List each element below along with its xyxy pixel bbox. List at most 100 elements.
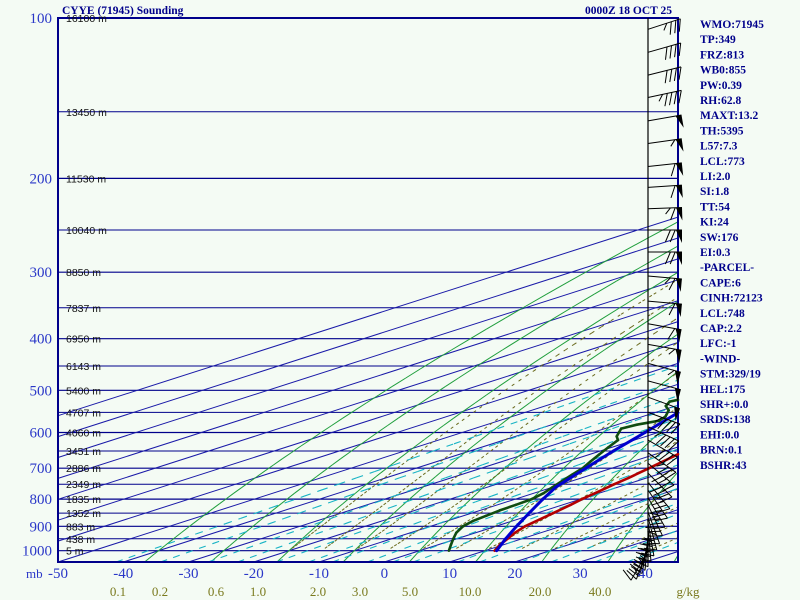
pressure-tick-label: 200 [30, 171, 53, 187]
dry-adiabat-line [464, 445, 474, 453]
dry-adiabat-line [669, 333, 679, 341]
moist-adiabat-line [637, 365, 645, 372]
dry-adiabat-line [641, 280, 664, 295]
barb-pennant [675, 349, 682, 364]
moist-adiabat-line [459, 498, 464, 503]
moist-adiabat-line [663, 320, 674, 328]
height-label: 1352 m [66, 508, 101, 520]
barb-pennant [675, 185, 683, 198]
trace-segment [560, 473, 574, 483]
parameter-item: FRZ:813 [700, 49, 744, 61]
dry-adiabat-line [348, 492, 356, 499]
moist-adiabat-line [442, 533, 448, 537]
dry-adiabat-line [164, 540, 171, 546]
mixing-ratio-line [620, 375, 649, 387]
parameter-item: TH:5395 [700, 125, 744, 137]
dry-adiabat-line [560, 464, 568, 472]
barb-full [641, 552, 655, 557]
moist-adiabat-line [536, 411, 543, 418]
plot-frame [57, 17, 679, 563]
moist-adiabat-line [543, 435, 550, 441]
barb-shaft [647, 42, 681, 53]
moist-adiabat-line [635, 523, 642, 527]
grid-layer [57, 17, 679, 563]
dry-adiabat-line [453, 410, 465, 419]
moist-adiabat-line [659, 380, 667, 387]
moist-adiabat-line [491, 394, 499, 400]
mixing-ratio-line [168, 538, 183, 545]
mixing-ratio-line [610, 394, 636, 405]
mixing-ratio-line [412, 507, 429, 514]
dry-adiabat-line [316, 470, 325, 478]
mixing-ratio-line [181, 533, 197, 540]
moist-adiabat-line [406, 483, 412, 488]
moist-adiabat-line [664, 525, 671, 530]
moist-adiabat-line [393, 543, 399, 547]
mixing-ratio-line [128, 552, 142, 559]
mixing-ratio-line [444, 528, 459, 535]
dry-adiabat-line [442, 464, 451, 472]
parameter-item: L57:7.3 [700, 141, 738, 153]
wind-barb [647, 482, 671, 513]
chart-title-bar: CYYE (71945) Sounding 0000Z 18 OCT 25 [62, 5, 672, 17]
moist-adiabat-line [617, 515, 624, 519]
moist-adiabat-line [599, 365, 608, 372]
moist-adiabat-line [664, 540, 670, 545]
moist-adiabat-line [384, 474, 390, 479]
dry-adiabat-line [573, 452, 581, 460]
moist-adiabat-line [385, 525, 390, 530]
dry-adiabat-line [420, 545, 425, 551]
moist-adiabat-line [620, 545, 627, 549]
barb-full [678, 18, 681, 32]
mixing-ratio-line [141, 547, 156, 554]
moist-adiabat-line [585, 435, 592, 441]
dry-adiabat-line [419, 359, 436, 370]
moist-adiabat-line [642, 293, 654, 302]
moist-adiabat-line [375, 480, 381, 485]
mixing-ratio-line [556, 495, 573, 503]
mixing-ratio-line [531, 512, 547, 520]
moist-adiabat-line [398, 489, 404, 494]
mixing-ratio-line [510, 457, 530, 466]
parameter-item: EI:0.3 [700, 247, 731, 259]
moist-adiabat-line [352, 498, 358, 503]
mixing-ratio-line [482, 501, 499, 509]
moist-adiabat-line [518, 398, 526, 405]
moist-adiabat-line [314, 528, 319, 532]
moist-adiabat-line [467, 492, 473, 497]
moist-adiabat-line [485, 528, 491, 532]
barb-shaft [647, 18, 681, 30]
moist-adiabat-line [649, 454, 656, 459]
dry-adiabat-line [463, 402, 476, 412]
moist-adiabat-line [435, 515, 440, 519]
moist-adiabat-line [569, 477, 575, 482]
moist-adiabat-line [525, 525, 531, 530]
barb-full [669, 21, 672, 35]
parameter-item: MAXT:13.2 [700, 110, 758, 122]
moist-adiabat-line [530, 523, 536, 527]
dry-adiabat-line [415, 438, 425, 447]
mixing-ratio-line [496, 435, 518, 445]
mixing-ratio-line [301, 523, 317, 530]
moist-adiabat-line [375, 507, 381, 511]
dry-adiabat-line [433, 425, 444, 433]
moist-adiabat-line [579, 471, 585, 476]
height-label: 10040 m [66, 225, 107, 237]
moist-adiabat-line [327, 518, 332, 522]
moist-adiabat-line [361, 518, 366, 522]
mixing-ratio-line [630, 403, 656, 413]
moist-adiabat-line [503, 518, 509, 522]
moist-adiabat-line [372, 509, 377, 514]
dry-adiabat-line [154, 549, 161, 555]
mixing-ratio-line [475, 495, 492, 503]
moist-adiabat-line [451, 528, 456, 532]
dry-adiabat-line [615, 545, 620, 551]
moist-adiabat-line [600, 483, 607, 488]
moist-adiabat-line [613, 498, 620, 503]
barb-full [638, 552, 651, 558]
parameter-item: BRN:0.1 [700, 445, 743, 457]
moist-adiabat-line [489, 420, 496, 426]
mixing-ratio-line [361, 501, 378, 509]
dry-adiabat-line [583, 394, 595, 404]
mixing-ratio-line [405, 495, 423, 503]
